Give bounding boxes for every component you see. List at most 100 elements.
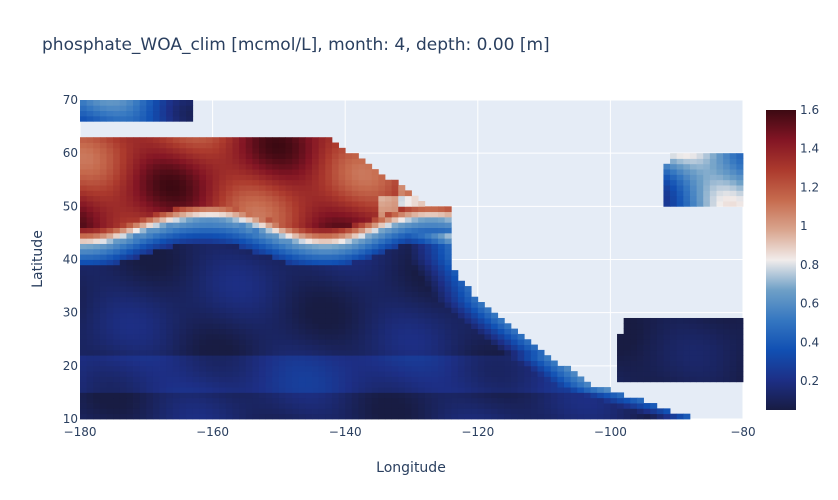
heatmap-cell	[444, 312, 452, 319]
heatmap-cell	[577, 387, 585, 393]
heatmap-cell	[272, 376, 280, 383]
heatmap-cell	[524, 397, 532, 404]
heatmap-cell	[298, 174, 306, 181]
heatmap-cell	[438, 355, 446, 361]
heatmap-cell	[119, 169, 127, 175]
heatmap-cell	[365, 206, 373, 213]
heatmap-cell	[497, 339, 505, 345]
heatmap-cell	[345, 371, 353, 377]
heatmap-cell	[384, 317, 393, 324]
heatmap-cell	[179, 376, 187, 383]
heatmap-cell	[133, 147, 141, 154]
heatmap-cell	[292, 206, 300, 213]
heatmap-cell	[384, 190, 393, 197]
heatmap-cell	[113, 360, 121, 367]
heatmap-cell	[438, 216, 446, 223]
heatmap-cell	[444, 227, 452, 234]
heatmap-cell	[113, 158, 121, 165]
heatmap-cell	[192, 371, 200, 377]
heatmap-cell	[404, 270, 412, 276]
heatmap-cell	[179, 211, 187, 218]
heatmap-cell	[205, 248, 213, 255]
heatmap-cell	[378, 392, 386, 399]
heatmap-cell	[663, 376, 671, 383]
heatmap-cell	[225, 397, 233, 404]
heatmap-cell	[152, 158, 160, 165]
heatmap-cell	[577, 413, 585, 420]
heatmap-cell	[259, 275, 267, 282]
heatmap-cell	[113, 201, 121, 207]
heatmap-cell	[312, 179, 320, 186]
heatmap-cell	[312, 275, 320, 282]
heatmap-cell	[93, 312, 101, 319]
heatmap-cell	[152, 360, 160, 367]
heatmap-cell	[252, 381, 260, 388]
heatmap-cell	[471, 333, 479, 340]
heatmap-cell	[689, 365, 697, 372]
heatmap-cell	[709, 323, 717, 330]
heatmap-cell	[736, 339, 744, 345]
heatmap-cell	[418, 413, 426, 420]
heatmap-cell	[384, 392, 393, 399]
heatmap-cell	[331, 339, 339, 345]
heatmap-cell	[212, 158, 220, 165]
heatmap-cell	[398, 376, 406, 383]
heatmap-cell	[272, 403, 280, 409]
heatmap-cell	[133, 264, 141, 271]
heatmap-cell	[172, 275, 180, 282]
heatmap-cell	[371, 381, 379, 388]
heatmap-cell	[411, 206, 419, 213]
heatmap-cell	[80, 216, 88, 223]
heatmap-cell	[444, 307, 452, 314]
heatmap-cell	[179, 286, 187, 292]
heatmap-cell	[438, 371, 446, 377]
heatmap-cell	[312, 376, 320, 383]
heatmap-cell	[577, 403, 585, 409]
heatmap-cell	[544, 403, 552, 409]
heatmap-cell	[378, 190, 386, 197]
heatmap-cell	[146, 201, 154, 207]
heatmap-cell	[133, 296, 141, 303]
heatmap-cell	[325, 238, 333, 244]
heatmap-cell	[318, 248, 326, 255]
heatmap-cell	[152, 147, 160, 154]
heatmap-cell	[650, 349, 658, 356]
heatmap-cell	[186, 360, 194, 367]
heatmap-cell	[312, 142, 320, 149]
heatmap-cell	[325, 333, 333, 340]
heatmap-cell	[444, 339, 452, 345]
heatmap-cell	[365, 397, 373, 404]
heatmap-cell	[723, 195, 731, 202]
heatmap-cell	[431, 360, 439, 367]
heatmap-cell	[683, 344, 691, 351]
heatmap-cell	[205, 169, 213, 175]
heatmap-cell	[166, 105, 174, 112]
heatmap-cell	[99, 349, 107, 356]
heatmap-cell	[305, 158, 313, 165]
heatmap-cell	[530, 408, 538, 415]
heatmap-cell	[358, 286, 366, 292]
heatmap-cell	[172, 158, 180, 165]
heatmap-cell	[298, 206, 306, 213]
heatmap-cell	[245, 408, 253, 415]
heatmap-cell	[146, 222, 154, 228]
heatmap-cell	[192, 163, 200, 170]
heatmap-cell	[205, 296, 213, 303]
heatmap-cell	[418, 376, 426, 383]
heatmap-cell	[491, 392, 499, 399]
heatmap-cell	[384, 387, 393, 393]
heatmap-cell	[318, 270, 326, 276]
heatmap-cell	[86, 259, 94, 266]
heatmap-cell	[444, 360, 452, 367]
heatmap-cell	[99, 360, 107, 367]
heatmap-cell	[186, 206, 194, 213]
heatmap-cell	[670, 153, 678, 159]
heatmap-cell	[186, 344, 194, 351]
heatmap-cell	[146, 163, 154, 170]
heatmap-cell	[106, 264, 114, 271]
heatmap-cell	[272, 201, 280, 207]
heatmap-cell	[371, 227, 379, 234]
heatmap-cell	[139, 206, 147, 213]
heatmap-cell	[278, 232, 286, 239]
heatmap-cell	[325, 381, 333, 388]
